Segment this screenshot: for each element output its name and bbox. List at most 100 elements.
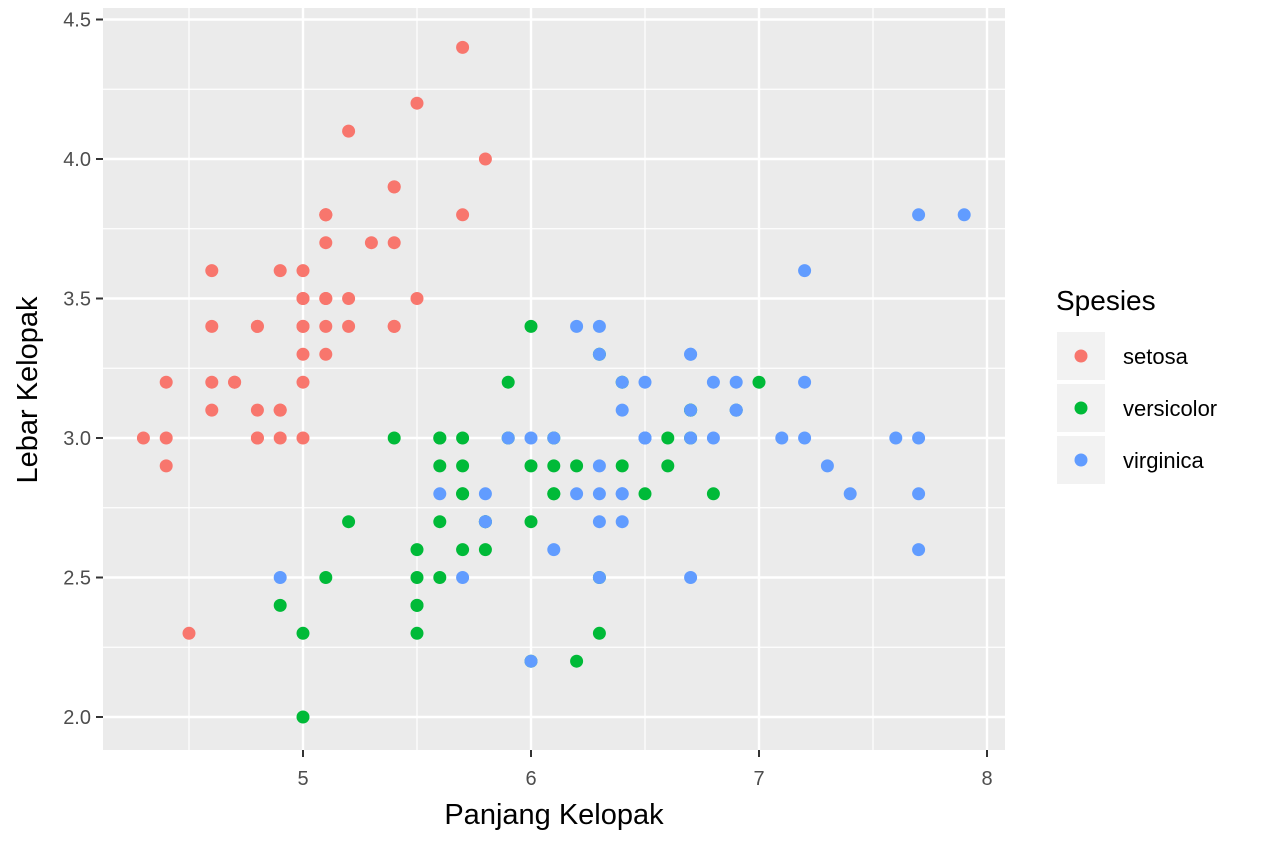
y-axis: 2.0 2.5 3.0 3.5 4.0 4.5 [63, 10, 103, 729]
x-tick-label: 6 [525, 768, 536, 790]
data-point-versicolor [570, 654, 584, 668]
legend-label-virginica: virginica [1123, 448, 1204, 473]
data-point-versicolor [570, 459, 584, 473]
data-point-virginica [273, 571, 287, 584]
data-point-versicolor [410, 598, 424, 612]
data-point-setosa [159, 375, 173, 389]
data-point-virginica [570, 487, 584, 501]
y-tick-label: 4.5 [63, 10, 91, 32]
data-point-virginica [615, 487, 629, 501]
y-tick-label: 3.5 [63, 289, 91, 311]
data-point-versicolor [410, 543, 424, 557]
legend-label-versicolor: versicolor [1123, 396, 1217, 421]
data-point-versicolor [456, 431, 470, 445]
data-point-virginica [592, 319, 606, 333]
data-point-virginica [570, 319, 584, 333]
data-point-virginica [456, 571, 470, 584]
data-point-versicolor [456, 487, 470, 501]
data-point-versicolor [410, 626, 424, 640]
data-point-virginica [478, 487, 492, 501]
x-axis-title: Panjang Kelopak [444, 799, 664, 831]
data-point-setosa [250, 431, 264, 445]
data-point-setosa [342, 292, 356, 305]
y-tick-label: 4.0 [63, 149, 91, 171]
data-point-setosa [296, 431, 310, 445]
data-point-versicolor [456, 459, 470, 473]
data-point-versicolor [547, 487, 561, 501]
data-point-versicolor [638, 487, 652, 501]
data-point-versicolor [661, 459, 675, 473]
x-tick-label: 8 [981, 768, 992, 790]
data-point-virginica [843, 487, 857, 501]
data-point-versicolor [296, 710, 310, 724]
data-point-setosa [273, 264, 287, 278]
data-point-virginica [775, 431, 789, 445]
data-point-versicolor [273, 598, 287, 612]
data-point-virginica [592, 487, 606, 501]
plot-panel [103, 8, 1005, 750]
data-point-virginica [912, 431, 926, 445]
data-point-virginica [889, 431, 903, 445]
data-point-versicolor [433, 431, 447, 445]
data-point-setosa [342, 319, 356, 333]
data-point-virginica [912, 543, 926, 557]
data-point-setosa [296, 292, 310, 305]
data-point-versicolor [547, 459, 561, 473]
data-point-versicolor [615, 459, 629, 473]
data-point-setosa [319, 347, 333, 361]
data-point-virginica [912, 487, 926, 501]
data-point-virginica [957, 208, 971, 222]
data-point-virginica [729, 375, 743, 389]
data-point-setosa [410, 292, 424, 305]
data-point-setosa [387, 236, 401, 250]
data-point-virginica [524, 654, 538, 668]
data-point-versicolor [752, 375, 766, 389]
data-point-versicolor [501, 375, 515, 389]
data-point-versicolor [456, 543, 470, 557]
data-point-versicolor [319, 571, 333, 584]
data-point-setosa [296, 319, 310, 333]
legend-title: Spesies [1056, 285, 1156, 316]
data-point-setosa [319, 319, 333, 333]
data-point-setosa [250, 319, 264, 333]
legend-key-versicolor [1074, 401, 1088, 415]
data-point-setosa [159, 431, 173, 445]
legend-key-setosa [1074, 349, 1088, 363]
data-point-setosa [250, 403, 264, 417]
data-point-virginica [684, 347, 698, 361]
data-point-virginica [820, 459, 834, 473]
data-point-virginica [706, 431, 720, 445]
data-point-setosa [228, 375, 242, 389]
data-point-virginica [433, 487, 447, 501]
y-tick-label: 2.0 [63, 707, 91, 729]
data-point-virginica [592, 571, 606, 584]
data-point-setosa [478, 152, 492, 166]
data-point-setosa [319, 208, 333, 222]
data-point-setosa [205, 264, 219, 278]
data-point-virginica [684, 431, 698, 445]
data-point-setosa [205, 319, 219, 333]
data-point-setosa [342, 124, 356, 138]
data-point-setosa [136, 431, 150, 445]
data-point-virginica [615, 375, 629, 389]
data-point-virginica [592, 515, 606, 529]
x-tick-label: 5 [297, 768, 308, 790]
data-point-setosa [319, 236, 333, 250]
data-point-versicolor [342, 515, 356, 529]
data-point-versicolor [296, 626, 310, 640]
data-point-virginica [615, 515, 629, 529]
x-tick-label: 7 [753, 768, 764, 790]
data-point-versicolor [706, 487, 720, 501]
data-point-virginica [729, 403, 743, 417]
data-point-versicolor [478, 543, 492, 557]
data-point-virginica [501, 431, 515, 445]
data-point-setosa [205, 403, 219, 417]
data-points [136, 40, 971, 724]
y-tick-label: 3.0 [63, 428, 91, 450]
data-point-virginica [547, 543, 561, 557]
data-point-setosa [319, 292, 333, 305]
data-point-virginica [592, 459, 606, 473]
data-point-setosa [456, 208, 470, 222]
data-point-virginica [592, 347, 606, 361]
